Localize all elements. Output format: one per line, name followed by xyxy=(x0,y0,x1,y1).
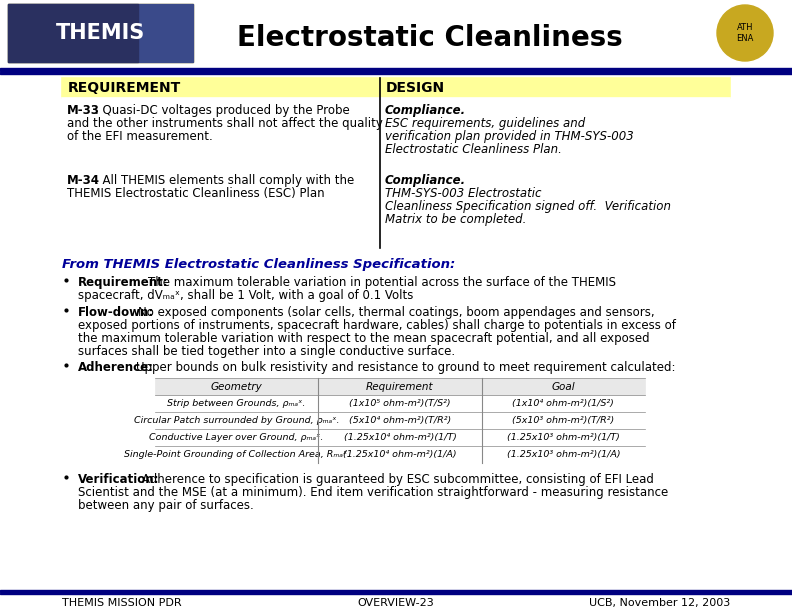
Text: (1.25x10³ ohm-m²)(1/T): (1.25x10³ ohm-m²)(1/T) xyxy=(507,433,620,442)
Text: UCB, November 12, 2003: UCB, November 12, 2003 xyxy=(588,598,730,608)
Bar xyxy=(155,446,645,463)
Text: ESC requirements, guidelines and: ESC requirements, guidelines and xyxy=(385,117,585,130)
Text: Goal: Goal xyxy=(551,381,575,392)
Text: Scientist and the MSE (at a minimum). End item verification straightforward - me: Scientist and the MSE (at a minimum). En… xyxy=(78,486,668,499)
Text: The maximum tolerable variation in potential across the surface of the THEMIS: The maximum tolerable variation in poten… xyxy=(148,276,616,289)
Text: Compliance.: Compliance. xyxy=(385,174,466,187)
Text: Strip between Grounds, ρₘₐˣ.: Strip between Grounds, ρₘₐˣ. xyxy=(167,399,306,408)
Text: REQUIREMENT: REQUIREMENT xyxy=(68,81,181,95)
Text: Cleanliness Specification signed off.  Verification: Cleanliness Specification signed off. Ve… xyxy=(385,200,671,213)
Bar xyxy=(62,98,730,168)
Text: Requirement: Requirement xyxy=(366,381,434,392)
Text: . All THEMIS elements shall comply with the: . All THEMIS elements shall comply with … xyxy=(95,174,354,187)
Text: Compliance.: Compliance. xyxy=(385,104,466,117)
Bar xyxy=(62,168,730,248)
Bar xyxy=(8,4,193,62)
Text: Verification:: Verification: xyxy=(78,473,159,486)
Text: M-33: M-33 xyxy=(67,104,100,117)
Bar xyxy=(155,412,645,429)
Text: exposed portions of instruments, spacecraft hardware, cables) shall charge to po: exposed portions of instruments, spacecr… xyxy=(78,319,676,332)
Text: Electrostatic Cleanliness Plan.: Electrostatic Cleanliness Plan. xyxy=(385,143,562,156)
Text: Conductive Layer over Ground, ρₘₐˣ.: Conductive Layer over Ground, ρₘₐˣ. xyxy=(150,433,324,442)
Text: THEMIS: THEMIS xyxy=(55,23,145,43)
Text: THM-SYS-003 Electrostatic: THM-SYS-003 Electrostatic xyxy=(385,187,542,200)
Text: (5x10⁴ ohm-m²)(T/R²): (5x10⁴ ohm-m²)(T/R²) xyxy=(348,416,451,425)
Text: (1x10⁴ ohm-m²)(1/S²): (1x10⁴ ohm-m²)(1/S²) xyxy=(512,399,615,408)
Text: (1.25x10³ ohm-m²)(1/A): (1.25x10³ ohm-m²)(1/A) xyxy=(507,450,620,459)
Text: ATH
ENA: ATH ENA xyxy=(737,23,754,43)
Text: . Quasi-DC voltages produced by the Probe: . Quasi-DC voltages produced by the Prob… xyxy=(95,104,350,117)
Text: Adherence to specification is guaranteed by ESC subcommittee, consisting of EFI : Adherence to specification is guaranteed… xyxy=(142,473,654,486)
Text: Circular Patch surrounded by Ground, ρₘₐˣ.: Circular Patch surrounded by Ground, ρₘₐ… xyxy=(134,416,340,425)
Bar xyxy=(155,395,645,412)
Bar xyxy=(155,429,645,446)
Text: From THEMIS Electrostatic Cleanliness Specification:: From THEMIS Electrostatic Cleanliness Sp… xyxy=(62,258,455,271)
Text: THEMIS Electrostatic Cleanliness (ESC) Plan: THEMIS Electrostatic Cleanliness (ESC) P… xyxy=(67,187,325,200)
Bar xyxy=(62,78,730,98)
Text: (1.25x10⁴ ohm-m²)(1/T): (1.25x10⁴ ohm-m²)(1/T) xyxy=(344,433,456,442)
Bar xyxy=(8,4,193,62)
Text: of the EFI measurement.: of the EFI measurement. xyxy=(67,130,213,143)
Text: and the other instruments shall not affect the quality: and the other instruments shall not affe… xyxy=(67,117,383,130)
Text: M-34: M-34 xyxy=(67,174,100,187)
Text: verification plan provided in THM-SYS-003: verification plan provided in THM-SYS-00… xyxy=(385,130,634,143)
Text: THEMIS MISSION PDR: THEMIS MISSION PDR xyxy=(62,598,181,608)
Text: between any pair of surfaces.: between any pair of surfaces. xyxy=(78,499,253,512)
Bar xyxy=(0,72,792,73)
Bar xyxy=(0,593,792,594)
Bar xyxy=(155,378,645,395)
Text: Single-Point Grounding of Collection Area, Rₘₐˣ.: Single-Point Grounding of Collection Are… xyxy=(124,450,350,459)
Text: the maximum tolerable variation with respect to the mean spacecraft potential, a: the maximum tolerable variation with res… xyxy=(78,332,649,345)
Text: surfaces shall be tied together into a single conductive surface.: surfaces shall be tied together into a s… xyxy=(78,345,455,358)
Text: OVERVIEW-23: OVERVIEW-23 xyxy=(358,598,434,608)
Text: Geometry: Geometry xyxy=(211,381,262,392)
Text: Matrix to be completed.: Matrix to be completed. xyxy=(385,213,527,226)
Text: Requirement:: Requirement: xyxy=(78,276,169,289)
Bar xyxy=(0,590,792,592)
Text: (1x10⁵ ohm-m²)(T/S²): (1x10⁵ ohm-m²)(T/S²) xyxy=(349,399,451,408)
Text: DESIGN: DESIGN xyxy=(386,81,445,95)
Circle shape xyxy=(717,5,773,61)
Bar xyxy=(0,68,792,71)
Text: No exposed components (solar cells, thermal coatings, boom appendages and sensor: No exposed components (solar cells, ther… xyxy=(138,306,655,319)
Text: spacecraft, dVₘₐˣ, shall be 1 Volt, with a goal of 0.1 Volts: spacecraft, dVₘₐˣ, shall be 1 Volt, with… xyxy=(78,289,413,302)
Text: Adherence:: Adherence: xyxy=(78,361,154,374)
Text: (5x10³ ohm-m²)(T/R²): (5x10³ ohm-m²)(T/R²) xyxy=(512,416,615,425)
Text: Electrostatic Cleanliness: Electrostatic Cleanliness xyxy=(237,24,623,52)
Bar xyxy=(155,378,645,463)
Bar xyxy=(8,4,138,62)
Text: (1.25x10⁴ ohm-m²)(1/A): (1.25x10⁴ ohm-m²)(1/A) xyxy=(343,450,457,459)
Text: Flow-down:: Flow-down: xyxy=(78,306,154,319)
Text: Upper bounds on bulk resistivity and resistance to ground to meet requirement ca: Upper bounds on bulk resistivity and res… xyxy=(136,361,676,374)
